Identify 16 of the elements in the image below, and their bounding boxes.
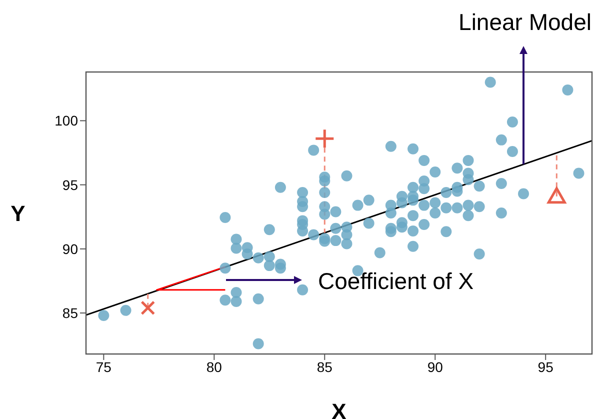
x-axis-title: X (332, 399, 347, 419)
x-tick-label: 95 (538, 358, 554, 375)
y-tick-label: 90 (62, 240, 78, 257)
x-tick-label: 90 (427, 358, 444, 375)
annotation: Coefficient of X (318, 268, 474, 294)
point (314, 128, 335, 149)
y-axis-title: Y (10, 201, 26, 226)
y-tick-label: 100 (54, 112, 78, 129)
x-tick-label: 85 (316, 358, 333, 375)
point (140, 300, 156, 316)
point (547, 187, 566, 204)
y-tick-label: 85 (62, 304, 78, 321)
x-tick-label: 80 (206, 358, 222, 375)
annotation: Linear Model (458, 9, 592, 35)
y-tick-label: 95 (62, 176, 78, 193)
x-tick-label: 75 (96, 358, 112, 375)
